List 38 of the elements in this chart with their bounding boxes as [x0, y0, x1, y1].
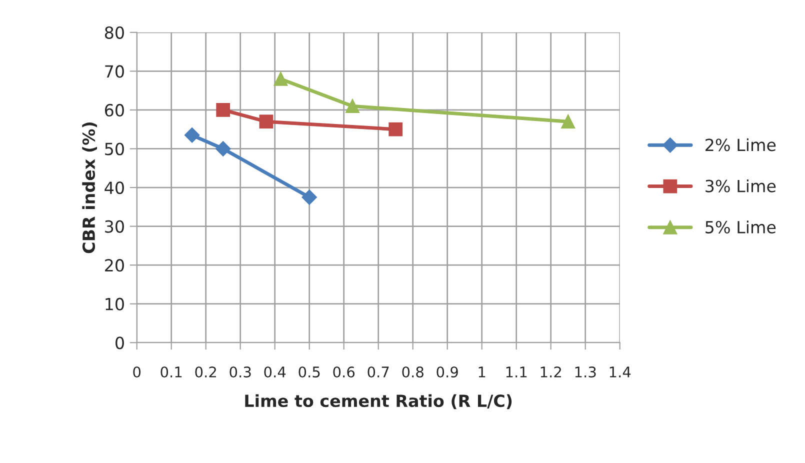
y-tick-label: 80	[104, 26, 124, 39]
x-tick-label: 0.5	[298, 366, 320, 378]
y-tick-label: 40	[104, 181, 124, 194]
legend-label: 2% Lime	[706, 138, 776, 152]
x-tick-label: 1.4	[610, 366, 631, 378]
x-tick-label: 0.7	[368, 366, 389, 378]
y-tick-label: 0	[116, 336, 124, 350]
x-tick-label: 0.8	[402, 366, 424, 378]
y-axis-title: CBR index (%)	[82, 122, 98, 254]
x-tick-label: 1.2	[540, 366, 561, 378]
point	[388, 122, 403, 136]
x-tick-label: 0	[133, 366, 141, 378]
point	[216, 141, 231, 156]
y-tick-label: 30	[105, 220, 124, 233]
x-tick-label: 0.1	[160, 366, 182, 378]
x-tick-label: 0.4	[264, 366, 286, 378]
x-tick-label: 0.2	[195, 366, 216, 378]
point	[274, 72, 288, 86]
y-tick-label: 10	[106, 298, 124, 310]
x-tick-label: 0.3	[230, 366, 251, 378]
y-tick-label: 20	[105, 259, 124, 272]
point	[259, 114, 274, 129]
y-tick-label: 60	[105, 104, 124, 117]
legend-label: 5% Lime	[706, 220, 776, 234]
x-tick-label: 1.3	[575, 366, 596, 378]
legend-label: 3% Lime	[706, 179, 776, 192]
point	[184, 128, 200, 143]
x-tick-label: 0.9	[436, 366, 458, 378]
point	[346, 99, 360, 114]
x-tick-label: 1.1	[506, 366, 527, 378]
x-tick-label: 1	[478, 366, 486, 378]
y-tick-label: 50	[105, 142, 124, 156]
point	[216, 103, 230, 117]
point	[561, 114, 576, 129]
x-tick-label: 0.6	[333, 366, 355, 378]
point	[302, 190, 317, 205]
x-axis-title: Lime to cement Ratio (R L/C)	[245, 394, 512, 410]
y-tick-label: 70	[105, 65, 124, 78]
